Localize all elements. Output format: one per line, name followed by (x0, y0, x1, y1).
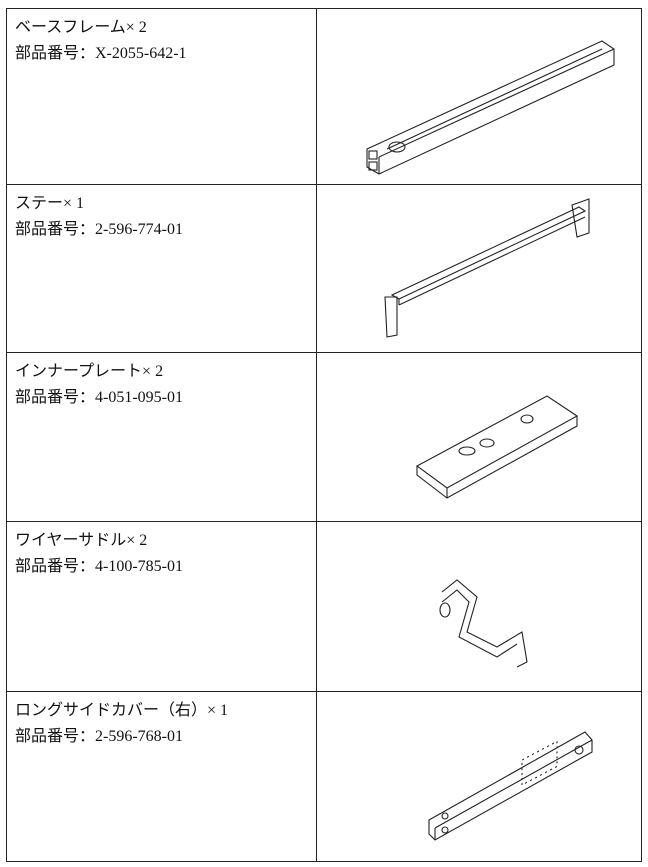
illustration-wire-saddle (439, 579, 528, 668)
part-name: ワイヤーサドル× 2 (15, 532, 148, 549)
illustration-side-cover (428, 731, 593, 841)
illustration-inner-plate (415, 395, 579, 499)
table-row: ベースフレーム× 2 部品番号：X-2055-642-1 (7, 9, 641, 184)
part-number: 部品番号：4-100-785-01 (15, 558, 183, 575)
table-row: ステー× 1 部品番号：2-596-774-01 (7, 184, 641, 352)
part-number: 部品番号：X-2055-642-1 (15, 45, 187, 62)
cell-illustration (317, 9, 641, 184)
cell-text: ワイヤーサドル× 2 部品番号：4-100-785-01 (7, 522, 317, 691)
part-name: ロングサイドカバー（右）× 1 (15, 702, 229, 719)
cell-text: ステー× 1 部品番号：2-596-774-01 (7, 185, 317, 352)
cell-text: インナープレート× 2 部品番号：4-051-095-01 (7, 353, 317, 521)
part-name: ステー× 1 (15, 195, 85, 212)
part-name: ベースフレーム× 2 (15, 19, 147, 36)
part-name: インナープレート× 2 (15, 363, 164, 380)
part-number: 部品番号：2-596-768-01 (15, 728, 183, 745)
cell-text: ベースフレーム× 2 部品番号：X-2055-642-1 (7, 9, 317, 184)
parts-table: ベースフレーム× 2 部品番号：X-2055-642-1 ステー× 1 部品番号… (6, 8, 642, 862)
illustration-stay (384, 198, 590, 338)
cell-illustration (317, 185, 641, 352)
part-number: 部品番号：2-596-774-01 (15, 221, 183, 238)
part-number: 部品番号：4-051-095-01 (15, 389, 183, 406)
table-row: ワイヤーサドル× 2 部品番号：4-100-785-01 (7, 521, 641, 691)
cell-text: ロングサイドカバー（右）× 1 部品番号：2-596-768-01 (7, 692, 317, 861)
cell-illustration (317, 522, 641, 691)
cell-illustration (317, 692, 641, 861)
table-row: ロングサイドカバー（右）× 1 部品番号：2-596-768-01 (7, 691, 641, 861)
table-row: インナープレート× 2 部品番号：4-051-095-01 (7, 352, 641, 521)
cell-illustration (317, 353, 641, 521)
illustration-base-frame (366, 40, 615, 175)
